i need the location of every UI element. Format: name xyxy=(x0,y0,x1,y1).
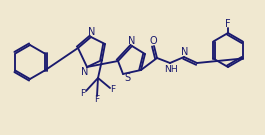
Text: S: S xyxy=(124,73,130,83)
Text: N: N xyxy=(128,36,136,46)
Text: N: N xyxy=(88,27,96,37)
Text: F: F xyxy=(225,19,231,29)
Text: F: F xyxy=(111,85,116,94)
Text: F: F xyxy=(94,95,100,104)
Text: N: N xyxy=(181,47,189,57)
Text: O: O xyxy=(149,36,157,46)
Text: F: F xyxy=(81,90,86,99)
Text: NH: NH xyxy=(164,65,178,73)
Text: N: N xyxy=(81,67,89,77)
